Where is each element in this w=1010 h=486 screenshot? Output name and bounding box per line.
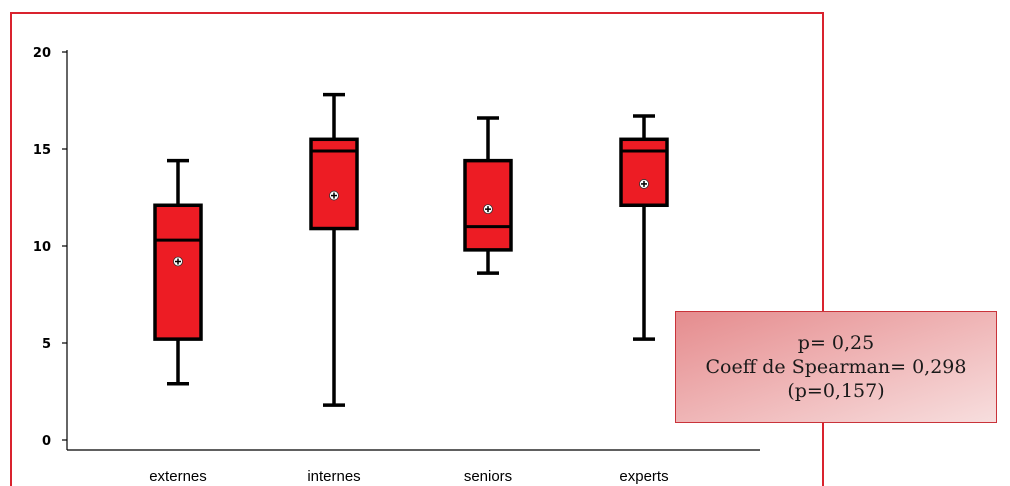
y-tick-label: 5 <box>42 337 51 352</box>
stats-line-spearman: Coeff de Spearman= 0,298 <box>705 356 967 378</box>
y-tick-label: 20 <box>33 46 51 61</box>
stats-line-p-coef: (p=0,157) <box>787 380 885 402</box>
box-iqr <box>619 137 669 208</box>
chart-frame <box>10 12 824 486</box>
stats-line-p: p= 0,25 <box>797 332 875 354</box>
box-iqr <box>309 137 359 231</box>
y-tick-label: 0 <box>42 434 51 449</box>
y-tick-label: 15 <box>33 143 51 158</box>
x-category-label: externes <box>149 468 207 485</box>
y-tick-label: 10 <box>33 240 51 255</box>
box-iqr <box>153 203 203 341</box>
x-category-label: seniors <box>464 468 512 485</box>
x-category-label: experts <box>619 468 668 485</box>
x-category-label: internes <box>307 468 360 485</box>
stats-annotation-box: p= 0,25 Coeff de Spearman= 0,298 (p=0,15… <box>675 311 997 423</box>
